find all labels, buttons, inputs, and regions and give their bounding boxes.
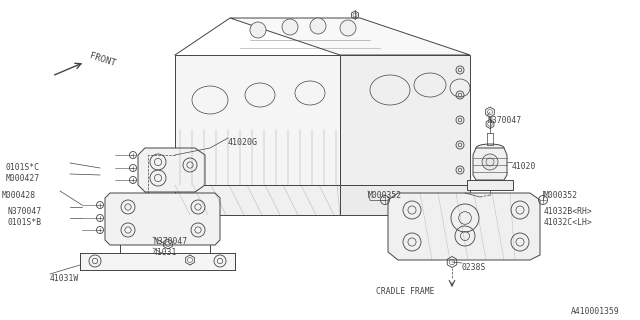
Text: FRONT: FRONT [88, 52, 116, 68]
Text: 41032B<RH>: 41032B<RH> [544, 207, 593, 216]
Text: 41020: 41020 [512, 162, 536, 171]
Circle shape [250, 22, 266, 38]
Circle shape [310, 18, 326, 34]
Text: M000427: M000427 [6, 174, 40, 183]
Polygon shape [340, 185, 470, 215]
Polygon shape [388, 193, 540, 260]
Polygon shape [175, 55, 340, 185]
Text: 41031: 41031 [153, 248, 177, 257]
Text: 41032C<LH>: 41032C<LH> [544, 218, 593, 227]
Polygon shape [105, 193, 220, 245]
Polygon shape [138, 148, 205, 192]
Circle shape [340, 20, 356, 36]
Text: N370047: N370047 [8, 207, 42, 216]
Text: 0101S*B: 0101S*B [8, 218, 42, 227]
Polygon shape [340, 55, 470, 185]
Text: M000428: M000428 [2, 191, 36, 200]
Text: M000352: M000352 [544, 191, 578, 200]
Polygon shape [80, 253, 235, 270]
Text: CRADLE FRAME: CRADLE FRAME [376, 287, 435, 296]
Polygon shape [230, 18, 470, 55]
Text: 0238S: 0238S [461, 263, 485, 272]
Ellipse shape [476, 144, 504, 152]
Polygon shape [473, 148, 507, 180]
Text: N370047: N370047 [153, 237, 187, 246]
Circle shape [282, 19, 298, 35]
Text: 0101S*C: 0101S*C [6, 163, 40, 172]
Circle shape [482, 154, 498, 170]
Polygon shape [175, 185, 340, 215]
Text: N370047: N370047 [487, 116, 521, 125]
Text: 41020G: 41020G [228, 138, 258, 147]
Text: 41031W: 41031W [50, 274, 79, 283]
Text: A410001359: A410001359 [572, 307, 620, 316]
Text: M000352: M000352 [368, 191, 402, 200]
Polygon shape [467, 180, 513, 190]
